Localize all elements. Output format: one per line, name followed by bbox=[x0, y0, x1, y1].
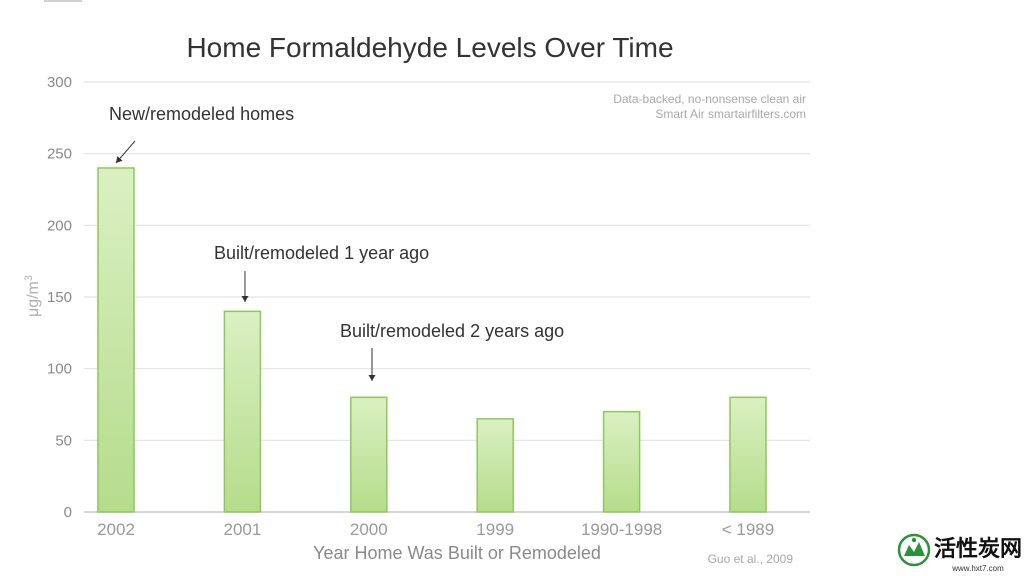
y-tick-label: 300 bbox=[47, 74, 72, 91]
watermark-logo-icon bbox=[897, 533, 931, 567]
citation: Guo et al., 2009 bbox=[708, 552, 794, 566]
x-tick-label: 2002 bbox=[97, 520, 135, 539]
y-axis-label-superscript: 3 bbox=[23, 275, 35, 281]
x-tick-label: 2000 bbox=[350, 520, 388, 539]
annotation-label: New/remodeled homes bbox=[109, 104, 294, 124]
y-tick-label: 0 bbox=[64, 504, 72, 521]
bar bbox=[350, 396, 388, 513]
source-note-line-1: Data-backed, no-nonsense clean air bbox=[613, 92, 806, 106]
x-axis-ticks: 2002 2001 2000 1999 1990-1998 < 1989 bbox=[97, 520, 774, 539]
bar bbox=[602, 410, 641, 513]
y-tick-label: 150 bbox=[47, 289, 72, 306]
annotation-arrowhead bbox=[241, 296, 249, 302]
y-axis-ticks: 0 50 100 150 200 250 300 bbox=[47, 74, 72, 521]
top-rule bbox=[44, 0, 82, 2]
grid-lines bbox=[84, 81, 810, 513]
source-note-line-2: Smart Air smartairfilters.com bbox=[655, 107, 806, 121]
annotations: New/remodeled homes Built/remodeled 1 yea… bbox=[109, 104, 564, 381]
bar bbox=[223, 310, 262, 513]
annotation-label: Built/remodeled 2 years ago bbox=[340, 321, 564, 341]
annotation-arrowhead bbox=[116, 156, 123, 163]
x-tick-label: 1990-1998 bbox=[581, 520, 662, 539]
annotation-arrowhead bbox=[368, 375, 376, 381]
chart-title: Home Formaldehyde Levels Over Time bbox=[186, 32, 673, 63]
y-tick-label: 200 bbox=[47, 217, 72, 234]
y-axis-label: μg/m3 bbox=[23, 275, 42, 317]
y-tick-label: 50 bbox=[55, 432, 72, 449]
bar bbox=[97, 167, 135, 513]
bar bbox=[729, 396, 767, 513]
annotation-label: Built/remodeled 1 year ago bbox=[214, 243, 429, 263]
watermark-url: www.hxt7.com bbox=[951, 564, 1004, 573]
bar bbox=[476, 418, 514, 513]
x-axis-label: Year Home Was Built or Remodeled bbox=[313, 543, 601, 563]
watermark: 活性炭网 www.hxt7.com bbox=[897, 533, 1022, 573]
x-tick-label: < 1989 bbox=[722, 520, 774, 539]
bars bbox=[97, 167, 767, 513]
x-tick-label: 2001 bbox=[223, 520, 261, 539]
y-tick-label: 250 bbox=[47, 146, 72, 163]
watermark-brand: 活性炭网 bbox=[934, 536, 1022, 561]
x-tick-label: 1999 bbox=[476, 520, 514, 539]
y-tick-label: 100 bbox=[47, 361, 72, 378]
